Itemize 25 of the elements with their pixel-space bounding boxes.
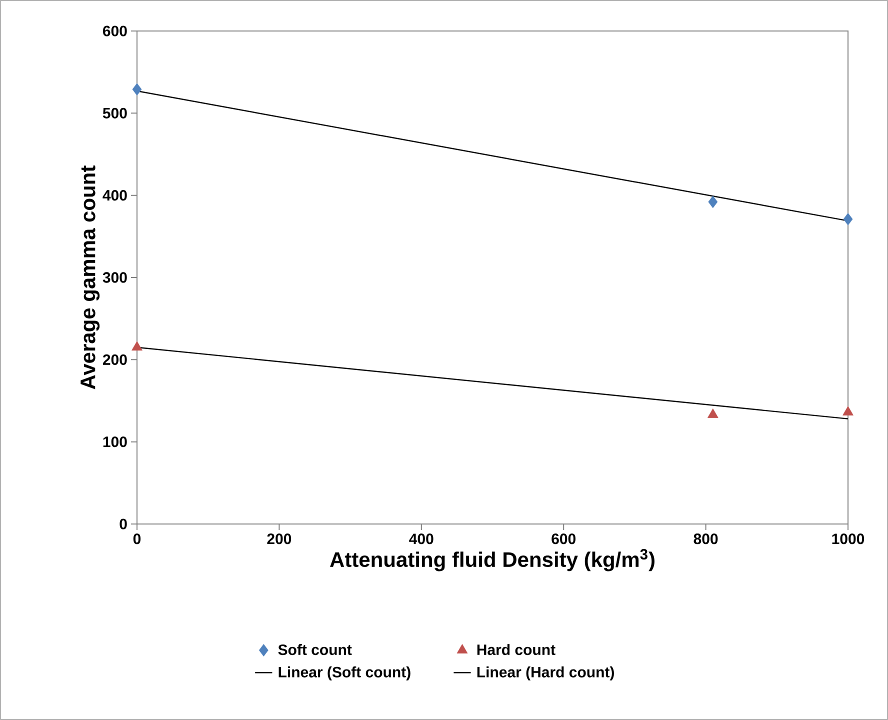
legend-label: Linear (Hard count) bbox=[477, 666, 614, 680]
y-axis-title: Average gamma count bbox=[80, 166, 100, 390]
y-tick-label: 0 bbox=[120, 518, 127, 530]
x-tick-label: 600 bbox=[552, 534, 576, 544]
y-tick-label: 200 bbox=[102, 354, 127, 365]
legend-label: Linear (Soft count) bbox=[278, 666, 410, 680]
y-tick-label: 100 bbox=[103, 436, 127, 448]
x-tick-label: 1000 bbox=[832, 534, 864, 544]
x-tick-label: 400 bbox=[409, 534, 434, 544]
legend-label: Hard count bbox=[477, 644, 556, 656]
y-tick-label: 300 bbox=[102, 272, 127, 283]
x-axis-title: Attenuating fluid Density (kg/m$^{3}$) bbox=[330, 549, 654, 572]
point bbox=[842, 406, 854, 416]
legend-label: Soft count bbox=[278, 644, 352, 656]
y-tick-label: 600 bbox=[102, 26, 127, 36]
y-tick-label: 500 bbox=[102, 108, 127, 118]
x-tick-label: 200 bbox=[267, 534, 292, 544]
point bbox=[843, 212, 853, 226]
x-tick-label: 0 bbox=[133, 534, 141, 544]
point bbox=[708, 196, 718, 208]
x-tick-label: 800 bbox=[694, 534, 718, 544]
y-tick-label: 400 bbox=[102, 190, 127, 201]
point bbox=[132, 83, 142, 96]
point bbox=[708, 408, 718, 418]
point bbox=[132, 341, 142, 351]
